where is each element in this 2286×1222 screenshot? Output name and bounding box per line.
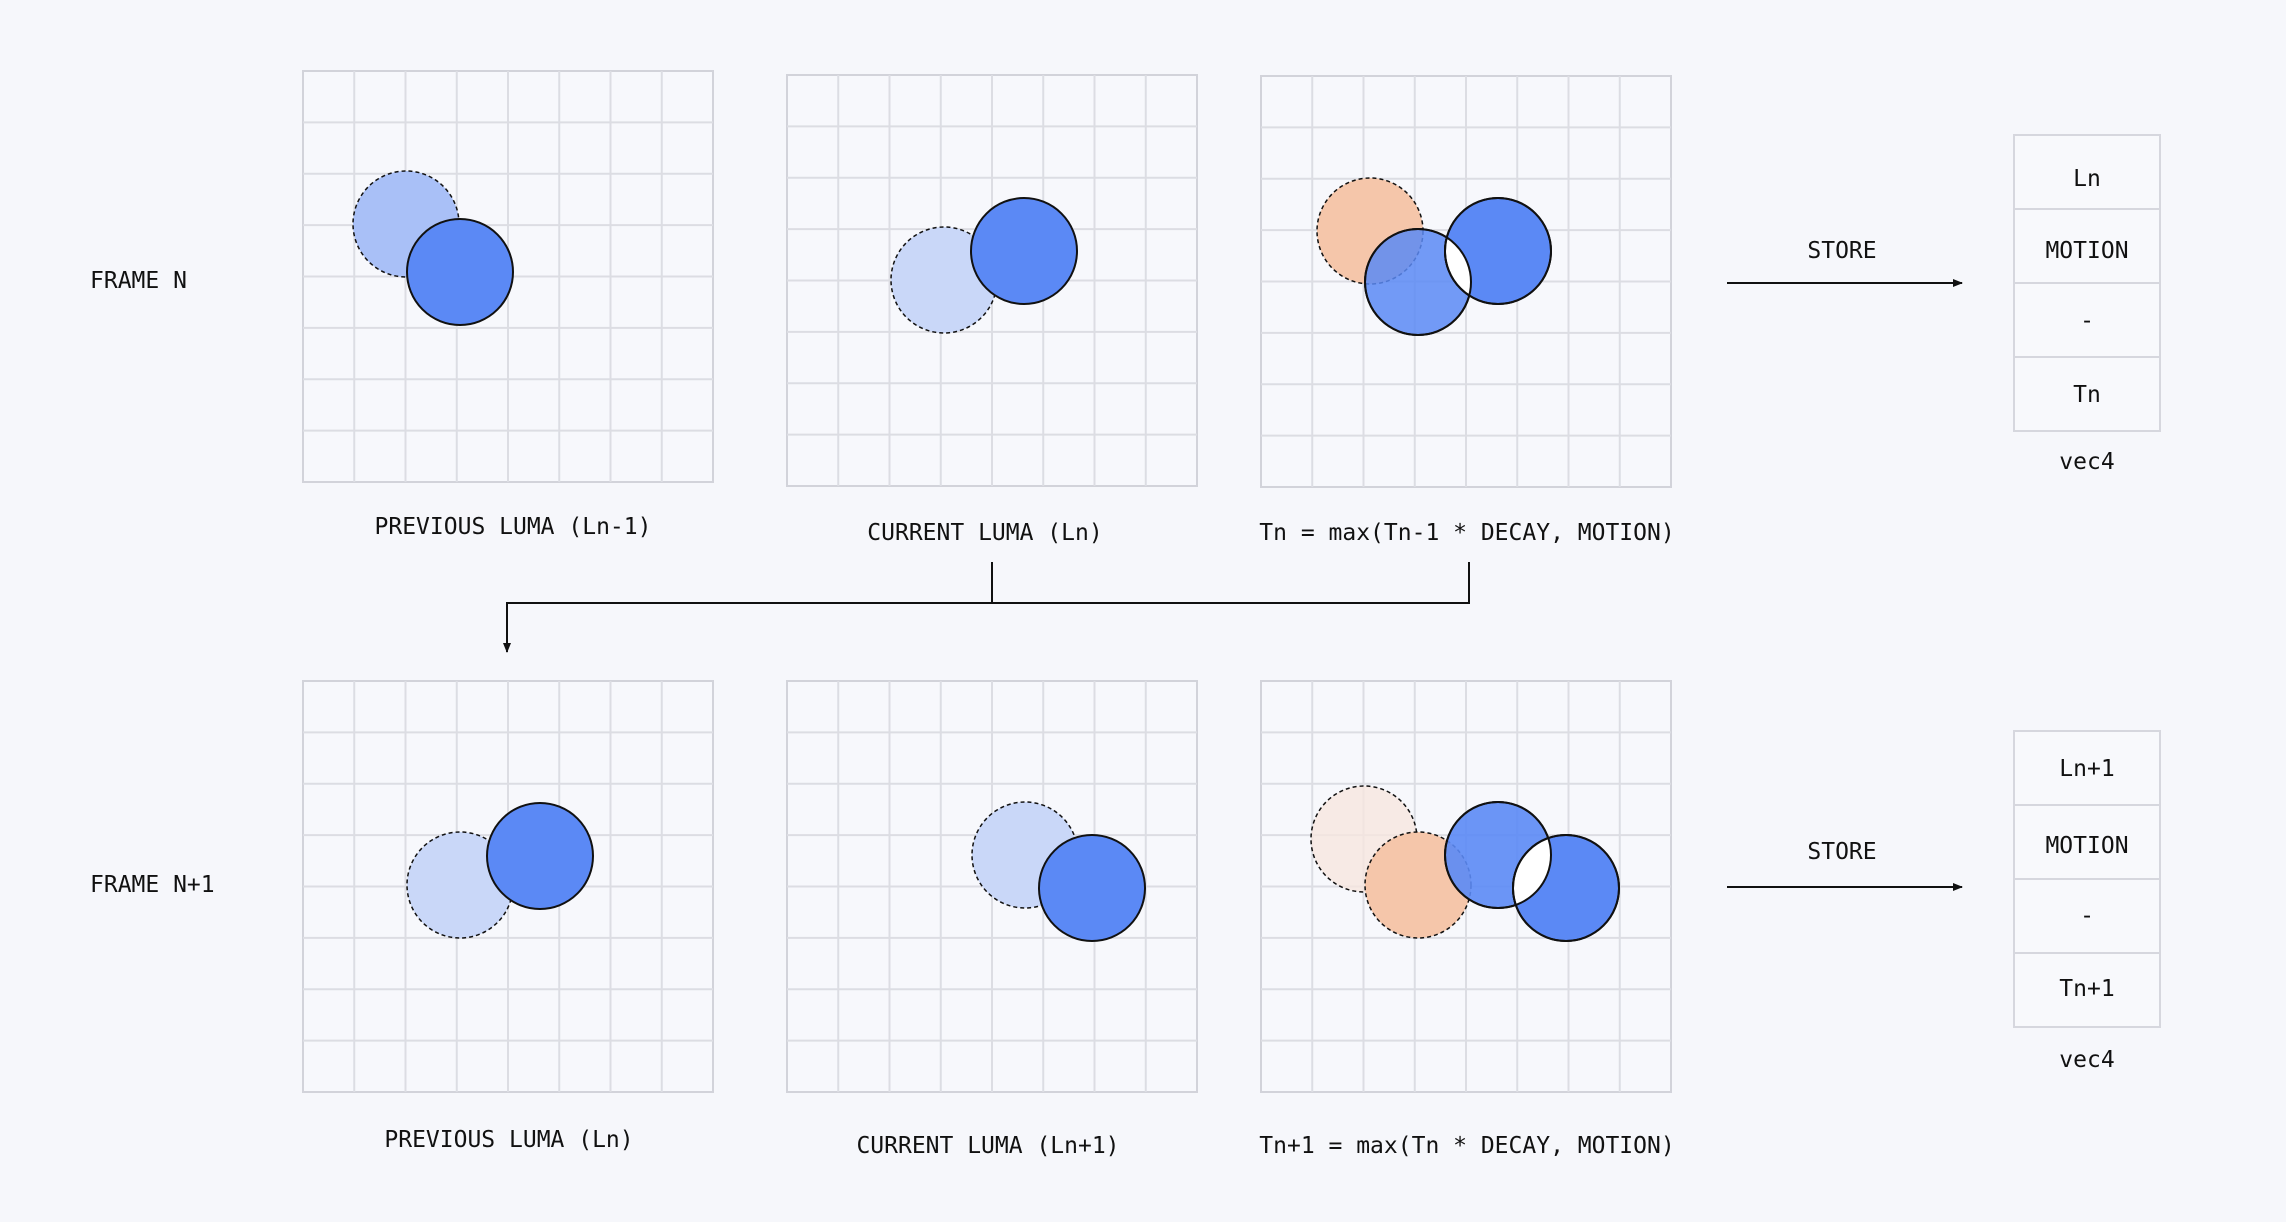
storage-cell — [2013, 952, 2161, 1028]
feedback-connector-line — [507, 562, 1470, 652]
caption-frame-n-trail-formula: Tn = max(Tn-1 * DECAY, MOTION) — [1259, 520, 1674, 546]
storage-cell-label: Ln — [2073, 166, 2101, 192]
panel-frame-n1-current-luma — [786, 680, 1198, 1093]
storage-cell — [2013, 356, 2161, 432]
luma-circle — [1038, 834, 1146, 942]
storage-cell — [2013, 208, 2161, 284]
storage-cell — [2013, 878, 2161, 954]
luma-circle — [486, 802, 594, 910]
storage-stack-frame-n1: Ln+1 MOTION - Tn+1 vec4 — [2013, 730, 2161, 1073]
caption-frame-n1-trail-formula: Tn+1 = max(Tn * DECAY, MOTION) — [1259, 1133, 1674, 1159]
storage-cell-label: - — [2080, 903, 2094, 929]
panel-frame-n-previous-luma — [302, 70, 714, 483]
caption-frame-n-previous-luma: PREVIOUS LUMA (Ln-1) — [375, 514, 652, 540]
storage-cell-label: Tn — [2073, 382, 2101, 408]
row-label-frame-n: FRAME N — [90, 268, 187, 294]
storage-stack-frame-n: Ln MOTION - Tn vec4 — [2013, 134, 2161, 475]
panel-frame-n1-trail — [1260, 680, 1672, 1093]
storage-cell-label: MOTION — [2045, 833, 2128, 859]
motion-circle-outline — [1444, 801, 1552, 909]
row-label-frame-n-plus-1: FRAME N+1 — [90, 872, 215, 898]
caption-frame-n1-current-luma: CURRENT LUMA (Ln+1) — [856, 1133, 1119, 1159]
storage-cell-label: MOTION — [2045, 238, 2128, 264]
store-label-frame-n1: STORE — [1807, 839, 1876, 865]
motion-circle-outline — [1364, 228, 1472, 336]
storage-cell-label: Ln+1 — [2059, 756, 2114, 782]
luma-circle — [406, 218, 514, 326]
storage-cell — [2013, 730, 2161, 806]
panel-frame-n-current-luma — [786, 74, 1198, 487]
store-label-frame-n: STORE — [1807, 238, 1876, 264]
storage-cell-label: - — [2080, 308, 2094, 334]
storage-type-label: vec4 — [2059, 449, 2114, 475]
panel-frame-n-trail — [1260, 75, 1672, 488]
caption-frame-n-current-luma: CURRENT LUMA (Ln) — [867, 520, 1102, 546]
storage-type-label: vec4 — [2059, 1047, 2114, 1073]
caption-frame-n1-previous-luma: PREVIOUS LUMA (Ln) — [384, 1127, 633, 1153]
storage-cell-label: Tn+1 — [2059, 976, 2114, 1002]
storage-cell — [2013, 282, 2161, 358]
storage-cell — [2013, 804, 2161, 880]
luma-circle — [970, 197, 1078, 305]
motion-circle-outline — [1444, 197, 1552, 305]
panel-frame-n1-previous-luma — [302, 680, 714, 1093]
motion-circle-outline — [1512, 834, 1620, 942]
